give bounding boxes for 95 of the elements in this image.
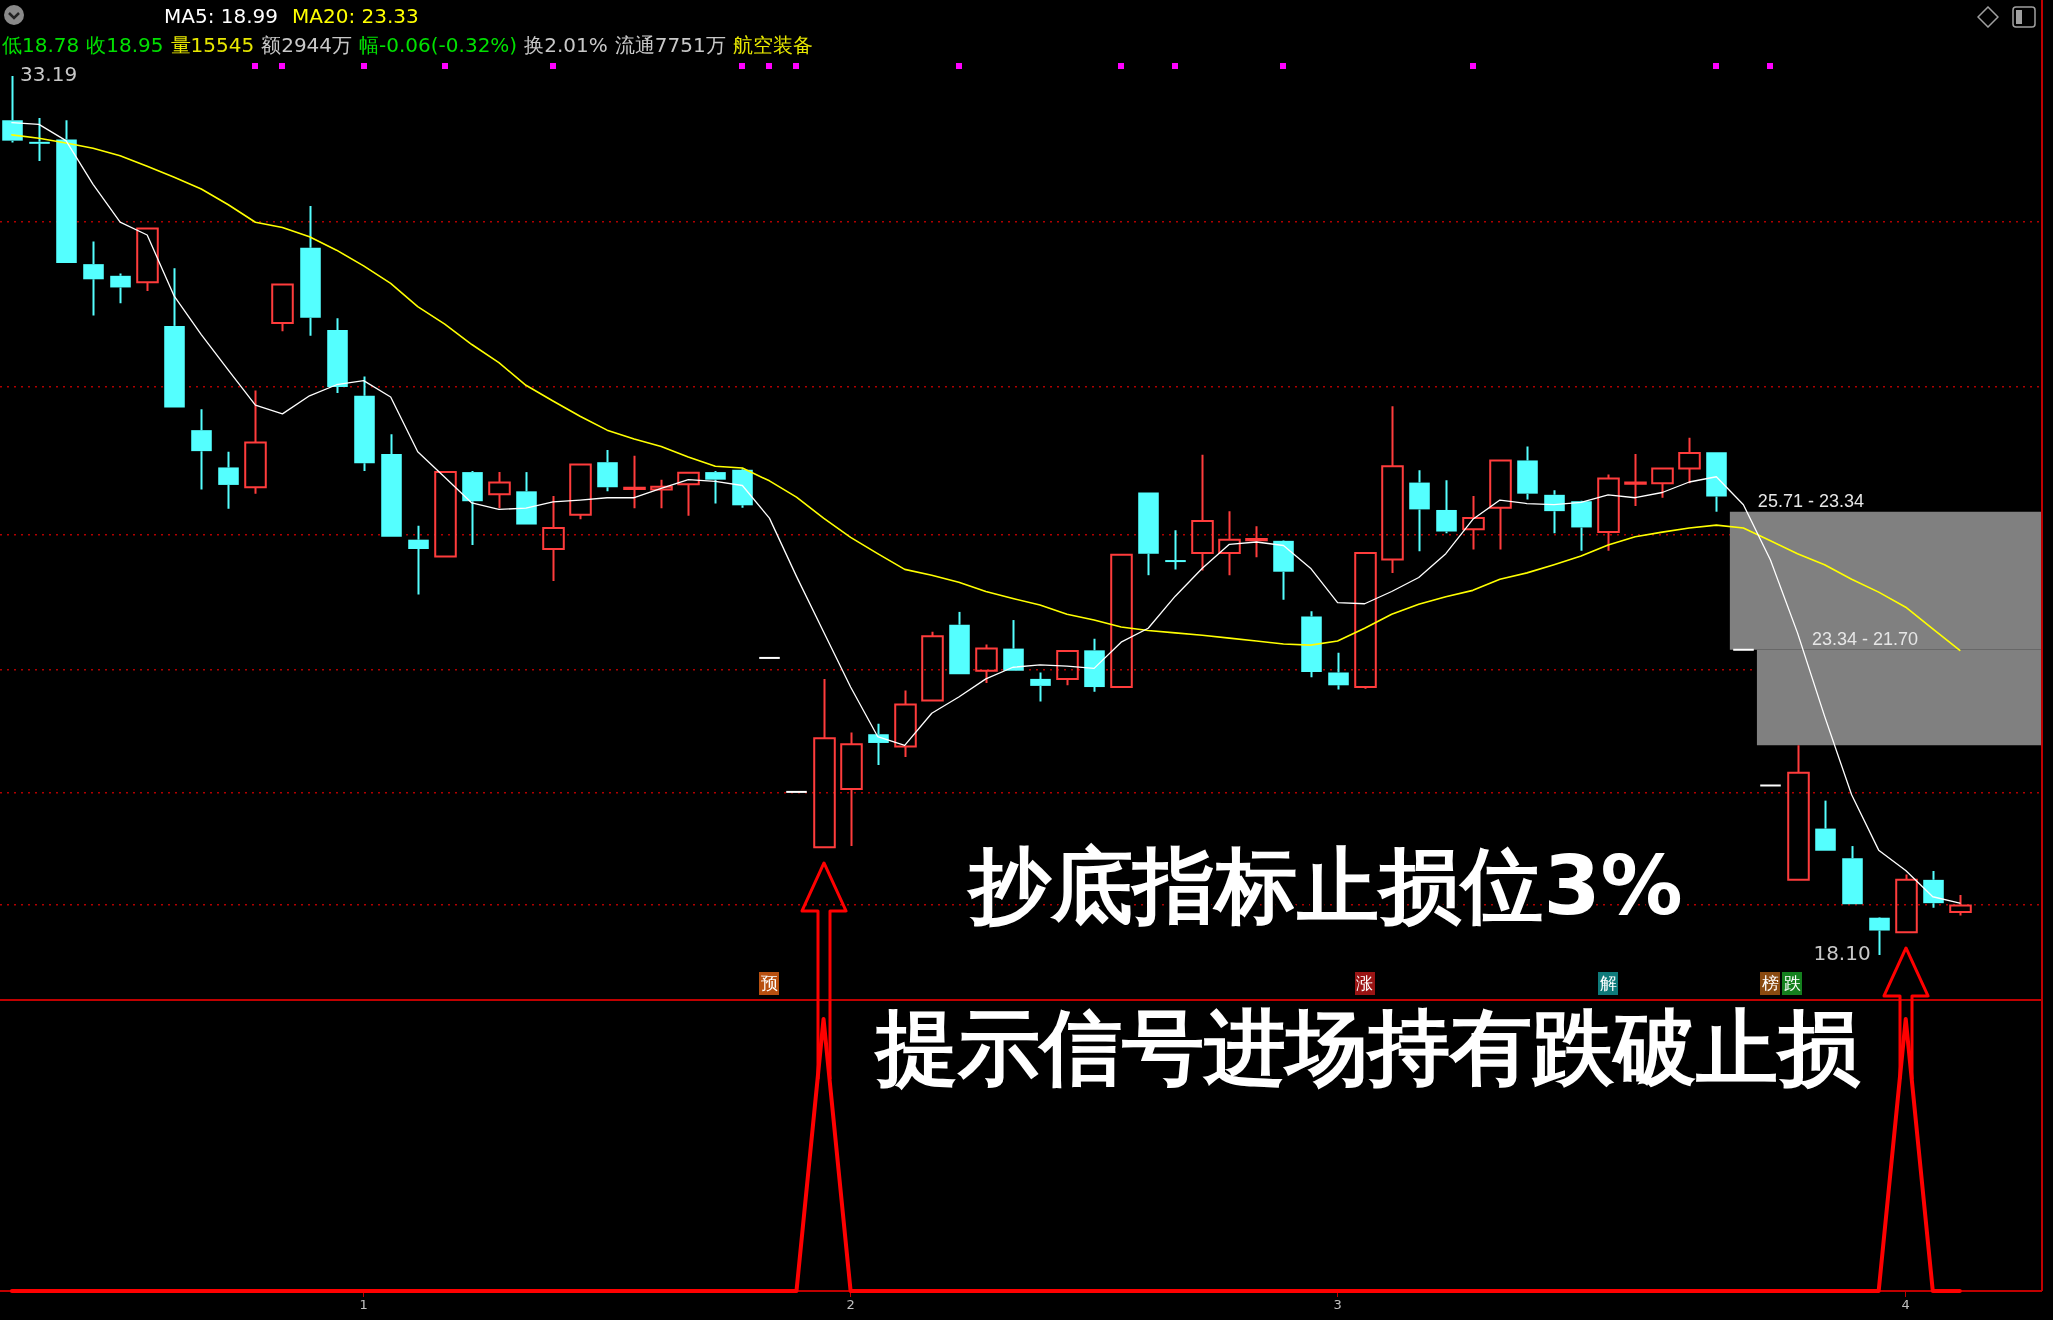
candlestick <box>1489 459 1512 551</box>
candlestick <box>894 689 917 758</box>
text: 幅-0.06(-0.32%) <box>359 33 518 57</box>
annotation: 33.19 <box>19 62 78 87</box>
candlestick <box>327 317 348 394</box>
candlestick <box>542 494 565 583</box>
candlestick <box>1084 637 1105 693</box>
candlestick <box>381 433 402 537</box>
candlestick <box>136 227 159 292</box>
candlestick <box>1815 799 1836 851</box>
text: 航空装备 <box>732 33 813 57</box>
candlestick <box>1165 529 1186 571</box>
annotation: 提示信号进场持有跌破止损 <box>876 1000 1860 1095</box>
candlestick <box>623 454 646 510</box>
candlestick <box>1651 467 1674 499</box>
candlestick <box>1949 894 1972 917</box>
candlestick <box>732 469 753 509</box>
text: 低18.78 <box>2 33 80 57</box>
candlestick <box>1138 492 1159 577</box>
candlestick <box>1597 473 1620 552</box>
x-tick-label: 4 <box>1901 1297 1910 1313</box>
candlestick <box>1517 445 1538 501</box>
text: 换2.01% <box>524 33 608 57</box>
candlestick <box>1245 525 1268 559</box>
candlestick <box>488 471 511 510</box>
text: 预 <box>759 972 780 995</box>
candlestick <box>813 677 836 849</box>
candlestick <box>1301 610 1322 679</box>
candlestick <box>840 731 863 848</box>
candlestick <box>1923 870 1944 909</box>
candlestick <box>569 463 592 521</box>
x-tick-label: 2 <box>846 1297 855 1313</box>
candlestick <box>56 119 77 263</box>
candlestick <box>1030 671 1051 703</box>
candlestick <box>1759 784 1782 787</box>
candlestick <box>1544 489 1565 535</box>
candlestick <box>868 722 889 767</box>
text: 收18.95 <box>86 33 164 57</box>
annotation: 抄底指标止损位3% <box>969 838 1683 933</box>
candlestick <box>1354 552 1377 690</box>
candlestick <box>408 524 429 596</box>
candlestick <box>83 240 104 317</box>
candlestick <box>191 408 212 491</box>
candlestick <box>1191 453 1214 572</box>
candlestick <box>597 448 618 493</box>
candlestick <box>1003 619 1024 671</box>
candlestick <box>1218 510 1241 577</box>
candlestick <box>1869 917 1890 956</box>
text: 额2944万 <box>261 33 353 57</box>
x-tick-label: 3 <box>1333 1297 1342 1313</box>
candlestick <box>1328 651 1349 691</box>
candlestick <box>1381 405 1404 574</box>
band-label: 23.34 - 21.70 <box>1811 628 1919 649</box>
candlestick <box>1110 553 1133 689</box>
candlestick <box>1678 436 1701 485</box>
candlestick <box>1732 648 1755 651</box>
candlestick <box>164 267 185 408</box>
candlestick <box>1436 479 1457 535</box>
candlestick <box>975 643 998 684</box>
candlestick <box>29 116 50 163</box>
candlestick <box>949 610 970 675</box>
candlestick <box>921 630 944 702</box>
x-tick-label: 1 <box>359 1297 368 1313</box>
candlestick <box>218 450 239 510</box>
text: 量15545 <box>170 33 255 57</box>
band-label: 25.71 - 23.34 <box>1757 490 1864 511</box>
text: 跌 <box>1782 972 1803 995</box>
text: 流通7751万 <box>614 33 726 57</box>
candlestick <box>244 389 267 495</box>
candlestick <box>354 375 375 472</box>
annotation: 18.10 <box>1813 941 1871 966</box>
candlestick <box>650 478 673 510</box>
candlestick <box>1462 494 1485 551</box>
text: 榜 <box>1760 972 1781 995</box>
candlestick <box>110 272 131 305</box>
candlestick <box>1706 452 1727 513</box>
text: 解 <box>1598 972 1619 995</box>
candlestick <box>516 471 537 525</box>
candlestick <box>300 204 321 337</box>
candlestick <box>1273 540 1294 601</box>
text: MA5: 18.99 <box>164 4 279 28</box>
candlestick <box>1787 744 1810 881</box>
text: MA20: 23.33 <box>292 4 419 28</box>
candlestick <box>2 75 23 144</box>
candlestick <box>785 790 808 793</box>
candlestick <box>1056 649 1079 687</box>
candlestick <box>434 469 457 558</box>
candlestick <box>1624 453 1647 507</box>
candlestick <box>1409 469 1430 553</box>
candlestick <box>1895 873 1918 934</box>
candlestick <box>1842 845 1863 905</box>
candlestick <box>758 656 781 659</box>
candlestick <box>677 471 700 517</box>
text: 涨 <box>1354 972 1375 995</box>
candlestick <box>271 283 294 333</box>
